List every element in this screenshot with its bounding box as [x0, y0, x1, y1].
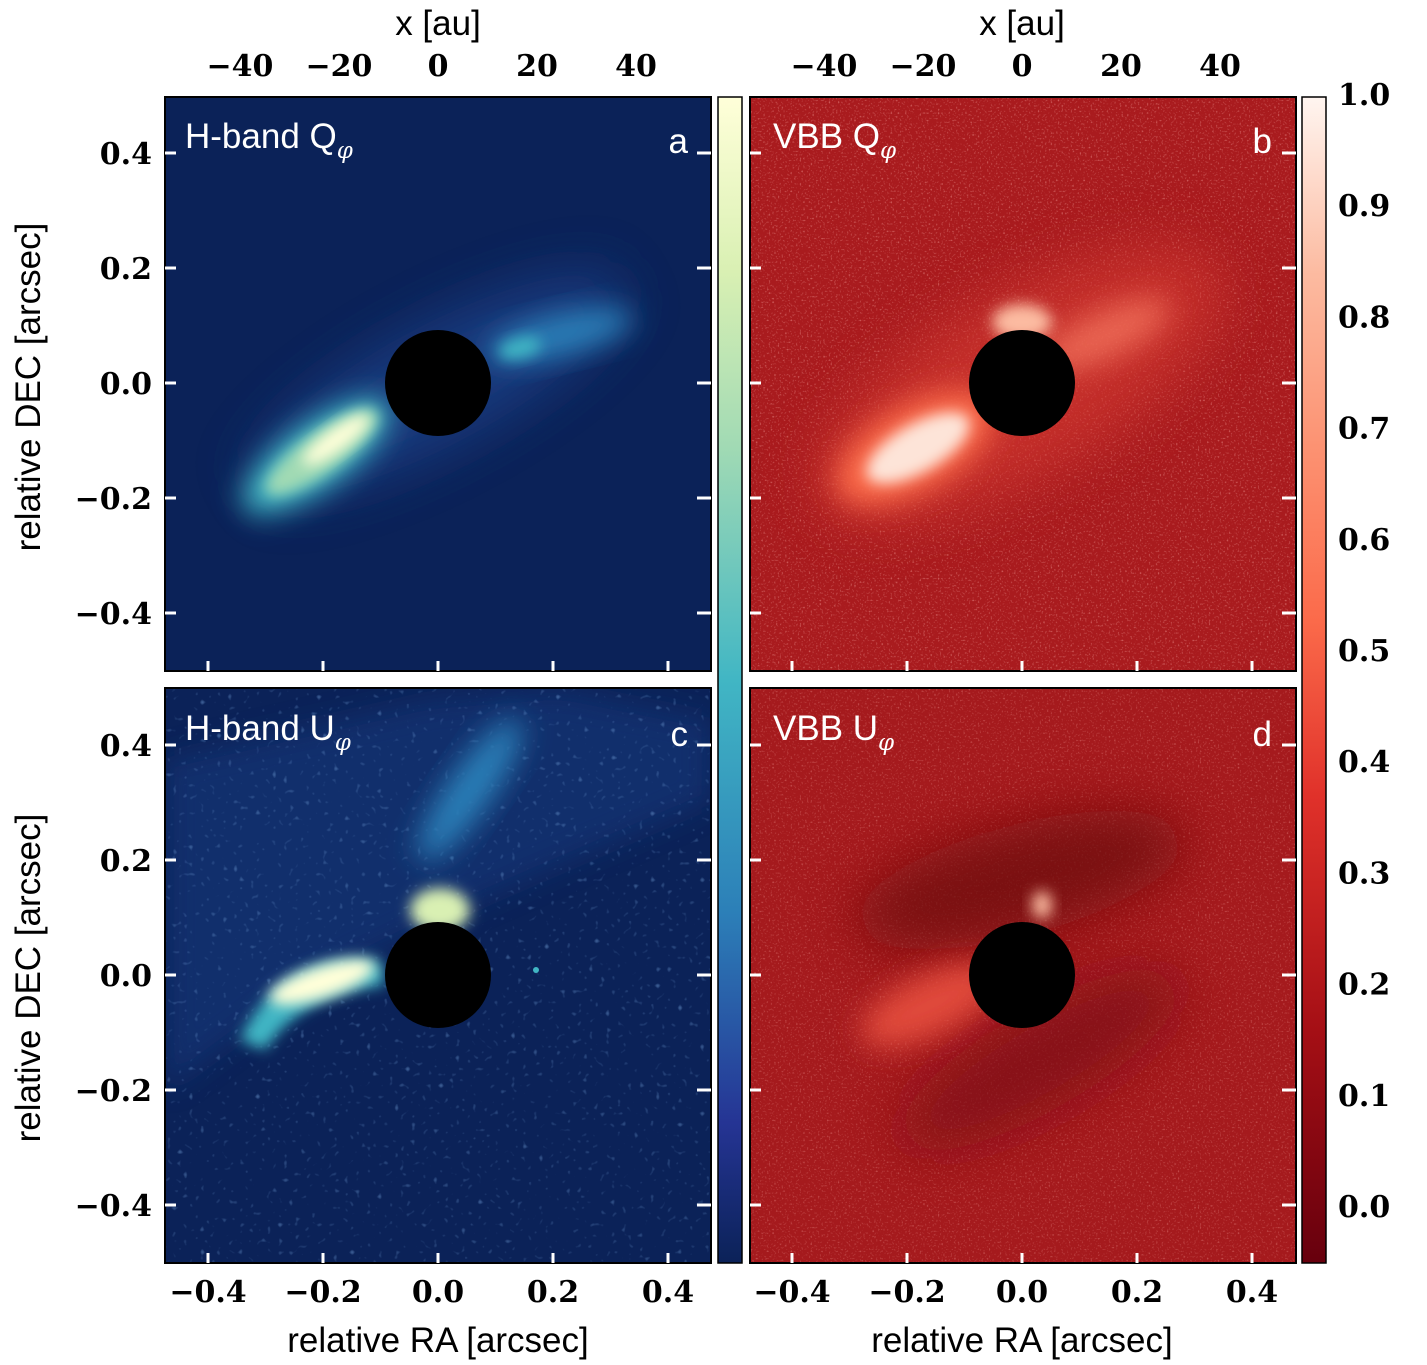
- y-tick-label: −0.2: [75, 1074, 152, 1109]
- top-tick-label: 0: [1012, 49, 1033, 84]
- y-tick-label: 0.0: [100, 959, 152, 994]
- panel-a-disk-east-core: [498, 336, 542, 360]
- panel-a-letter: a: [669, 122, 689, 161]
- panel-d-title: VBB Uφ: [773, 709, 895, 756]
- top-tick-label: −20: [890, 49, 957, 84]
- colorbar-tick-label: 0.6: [1338, 523, 1390, 558]
- tick-marks: [165, 151, 1296, 1263]
- panel-d-bright-west: [860, 963, 1000, 1047]
- panel-b-coronagraph-mask: [969, 330, 1075, 436]
- colorbar-blue: [717, 96, 743, 1264]
- colorbar-tick-label: 0.4: [1338, 745, 1390, 780]
- panel-a-coronagraph-mask: [385, 330, 491, 436]
- x-tick-label: 0.0: [996, 1275, 1048, 1310]
- x-tick-label: 0.2: [527, 1275, 579, 1310]
- colorbar-tick-label: 0.1: [1338, 1079, 1390, 1114]
- colorbar-tick-label: 1.0: [1338, 78, 1390, 113]
- top-tick-label: 40: [1199, 49, 1241, 84]
- top-tick-label: 0: [428, 49, 449, 84]
- panel-b-disk-west-core: [866, 412, 970, 484]
- panel-c-point-source: [533, 967, 539, 973]
- colorbar-tick-label: 0.9: [1338, 189, 1390, 224]
- top-xlabel-left: x [au]: [395, 4, 481, 43]
- panel-c-letter: c: [671, 715, 689, 754]
- top-tick-label: 20: [1100, 49, 1142, 84]
- y-tick-label: 0.4: [100, 729, 152, 764]
- x-tick-label: 0.0: [412, 1275, 464, 1310]
- x-tick-label: −0.2: [284, 1275, 361, 1310]
- panel-c-west-arc-core: [269, 959, 375, 1005]
- panel-a-title: H-band Qφ: [185, 117, 354, 164]
- panel-c-north-spot: [410, 888, 470, 932]
- y-tick-label: −0.2: [75, 482, 152, 517]
- panel-c-title: H-band Uφ: [185, 709, 352, 756]
- colorbar-tick-label: 0.0: [1338, 1190, 1390, 1225]
- x-tick-label: 0.4: [642, 1275, 694, 1310]
- x-tick-label: −0.2: [868, 1275, 945, 1310]
- top-tick-label: 20: [516, 49, 558, 84]
- x-tick-label: 0.2: [1111, 1275, 1163, 1310]
- panel-d-coronagraph-mask: [969, 922, 1075, 1028]
- ylabel-bottom: relative DEC [arcsec]: [9, 814, 48, 1143]
- x-tick-label: −0.4: [753, 1275, 830, 1310]
- top-tick-label: 40: [615, 49, 657, 84]
- panel-c-coronagraph-mask: [385, 922, 491, 1028]
- y-tick-label: −0.4: [75, 597, 152, 632]
- panel-d-dark-lobe-north: [855, 811, 1185, 949]
- y-tick-label: 0.4: [100, 137, 152, 172]
- panel-d-north-spot: [1032, 891, 1052, 919]
- panel-a-disk-west-core: [302, 414, 370, 466]
- colorbar-tick-label: 0.5: [1338, 634, 1390, 669]
- colorbar-tick-label: 0.2: [1338, 968, 1390, 1003]
- panel-d-letter: d: [1253, 715, 1272, 754]
- top-tick-label: −40: [791, 49, 858, 84]
- panel-d-dark-lobe-south: [899, 969, 1181, 1151]
- colorbar-red: [1301, 96, 1327, 1264]
- top-tick-label: −40: [207, 49, 274, 84]
- xlabel-right: relative RA [arcsec]: [871, 1321, 1173, 1360]
- panel-c-northeast-arc: [418, 719, 522, 861]
- panel-b-north-spot: [992, 304, 1052, 340]
- top-xlabel-right: x [au]: [979, 4, 1065, 43]
- y-tick-label: 0.2: [100, 844, 152, 879]
- panel-b-letter: b: [1253, 122, 1272, 161]
- top-tick-label: −20: [306, 49, 373, 84]
- y-tick-label: 0.0: [100, 367, 152, 402]
- panel-b-disk-east: [1040, 298, 1170, 372]
- tick-labels: −0.4 −0.2 0.0 0.2 0.4 −40 −20 0 20 40 −0.4 −0.2 0.0 0…: [75, 49, 1391, 1310]
- y-tick-label: 0.2: [100, 252, 152, 287]
- panel-b-title: VBB Qφ: [773, 117, 897, 164]
- colorbar-tick-label: 0.7: [1338, 412, 1390, 447]
- x-tick-label: −0.4: [169, 1275, 246, 1310]
- x-tick-label: 0.4: [1226, 1275, 1278, 1310]
- ylabel-top: relative DEC [arcsec]: [9, 223, 48, 552]
- y-tick-label: −0.4: [75, 1189, 152, 1224]
- colorbar-tick-label: 0.8: [1338, 300, 1390, 335]
- colorbar-tick-label: 0.3: [1338, 856, 1390, 891]
- xlabel-left: relative RA [arcsec]: [287, 1321, 589, 1360]
